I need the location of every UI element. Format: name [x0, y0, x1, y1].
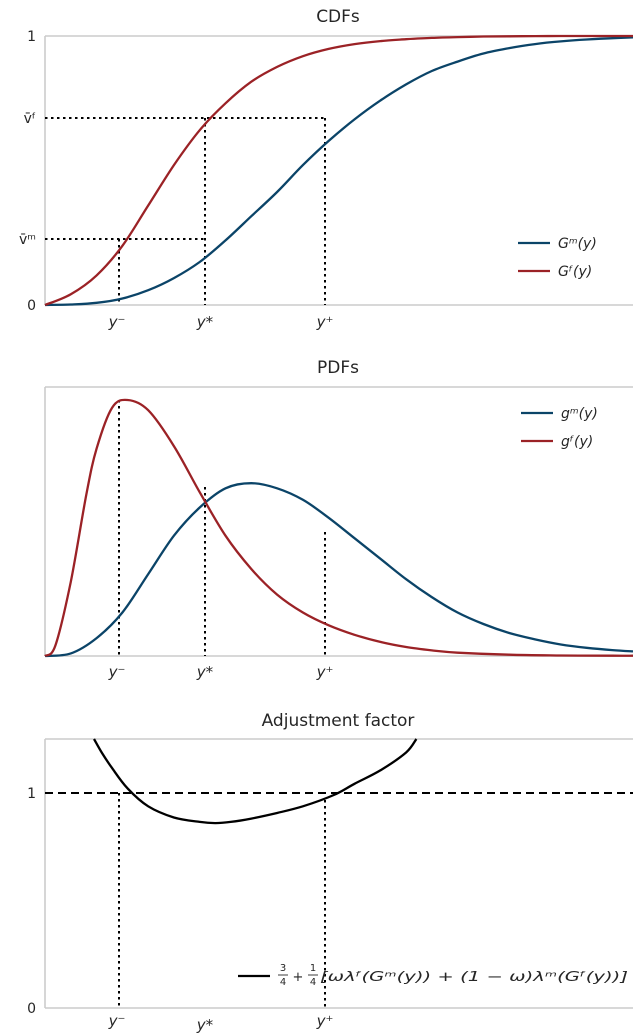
cdf-series-male [44, 36, 633, 307]
factor-legend-frac1-den: 4 [280, 977, 286, 988]
factor-legend-frac2-den: 4 [310, 977, 316, 988]
factor-xmark-yminus: y⁻ [108, 1012, 126, 1030]
factor-legend-formula-body: [ωλᶠ(Gᵐ(y)) + (1 − ω)λᵐ(Gᶠ(y))] [320, 970, 628, 985]
factor-ytick-0: 0 [27, 1001, 36, 1017]
factor-legend-plus: + [293, 970, 304, 985]
pdf-legend-label-male: gᵐ(y) [561, 406, 598, 422]
cdf-ytick-vm: v̄ᵐ [19, 232, 36, 248]
pdf-series-male [44, 482, 633, 658]
cdf-guide-vm [45, 238, 205, 305]
factor-legend-frac1-num: 3 [280, 963, 286, 974]
cdf-series-female [44, 34, 633, 307]
factor-series [93, 738, 418, 825]
cdf-title: CDFs [316, 7, 360, 27]
cdf-guide-vf [45, 117, 326, 305]
pdf-xmark-ystar: y* [196, 663, 214, 681]
factor-legend-frac2-num: 1 [310, 963, 316, 974]
pdf-xmark-yminus: y⁻ [108, 663, 126, 681]
factor-xmark-yplus: y⁺ [316, 1012, 334, 1030]
cdf-xmark-yplus: y⁺ [316, 313, 334, 331]
factor-title: Adjustment factor [262, 711, 415, 731]
cdf-xmark-yminus: y⁻ [108, 313, 126, 331]
cdf-ytick-1: 1 [27, 29, 36, 45]
cdf-legend-label-female: Gᶠ(y) [558, 264, 592, 280]
pdf-series-female [44, 398, 633, 657]
factor-panel: Adjustment factor 0 1 y⁻ y* y⁺ 3 4 + 1 4… [27, 711, 633, 1034]
factor-ytick-1: 1 [27, 786, 36, 802]
cdf-ytick-0: 0 [27, 298, 36, 314]
pdf-legend-label-female: gᶠ(y) [561, 434, 593, 450]
pdf-xmark-yplus: y⁺ [316, 663, 334, 681]
pdf-title: PDFs [317, 358, 359, 378]
factor-xmark-ystar: y* [196, 1016, 214, 1034]
cdf-legend-label-male: Gᵐ(y) [558, 236, 597, 252]
pdf-panel: PDFs y⁻ y* y⁺ gᵐ(y) gᶠ(y) [44, 358, 633, 681]
cdf-xmark-ystar: y* [196, 313, 214, 331]
cdf-ytick-vf: v̄ᶠ [24, 111, 36, 127]
cdf-panel: CDFs 0 v̄ᵐ v̄ᶠ 1 y⁻ y* y⁺ Gᵐ(y) Gᶠ(y) [19, 7, 633, 331]
